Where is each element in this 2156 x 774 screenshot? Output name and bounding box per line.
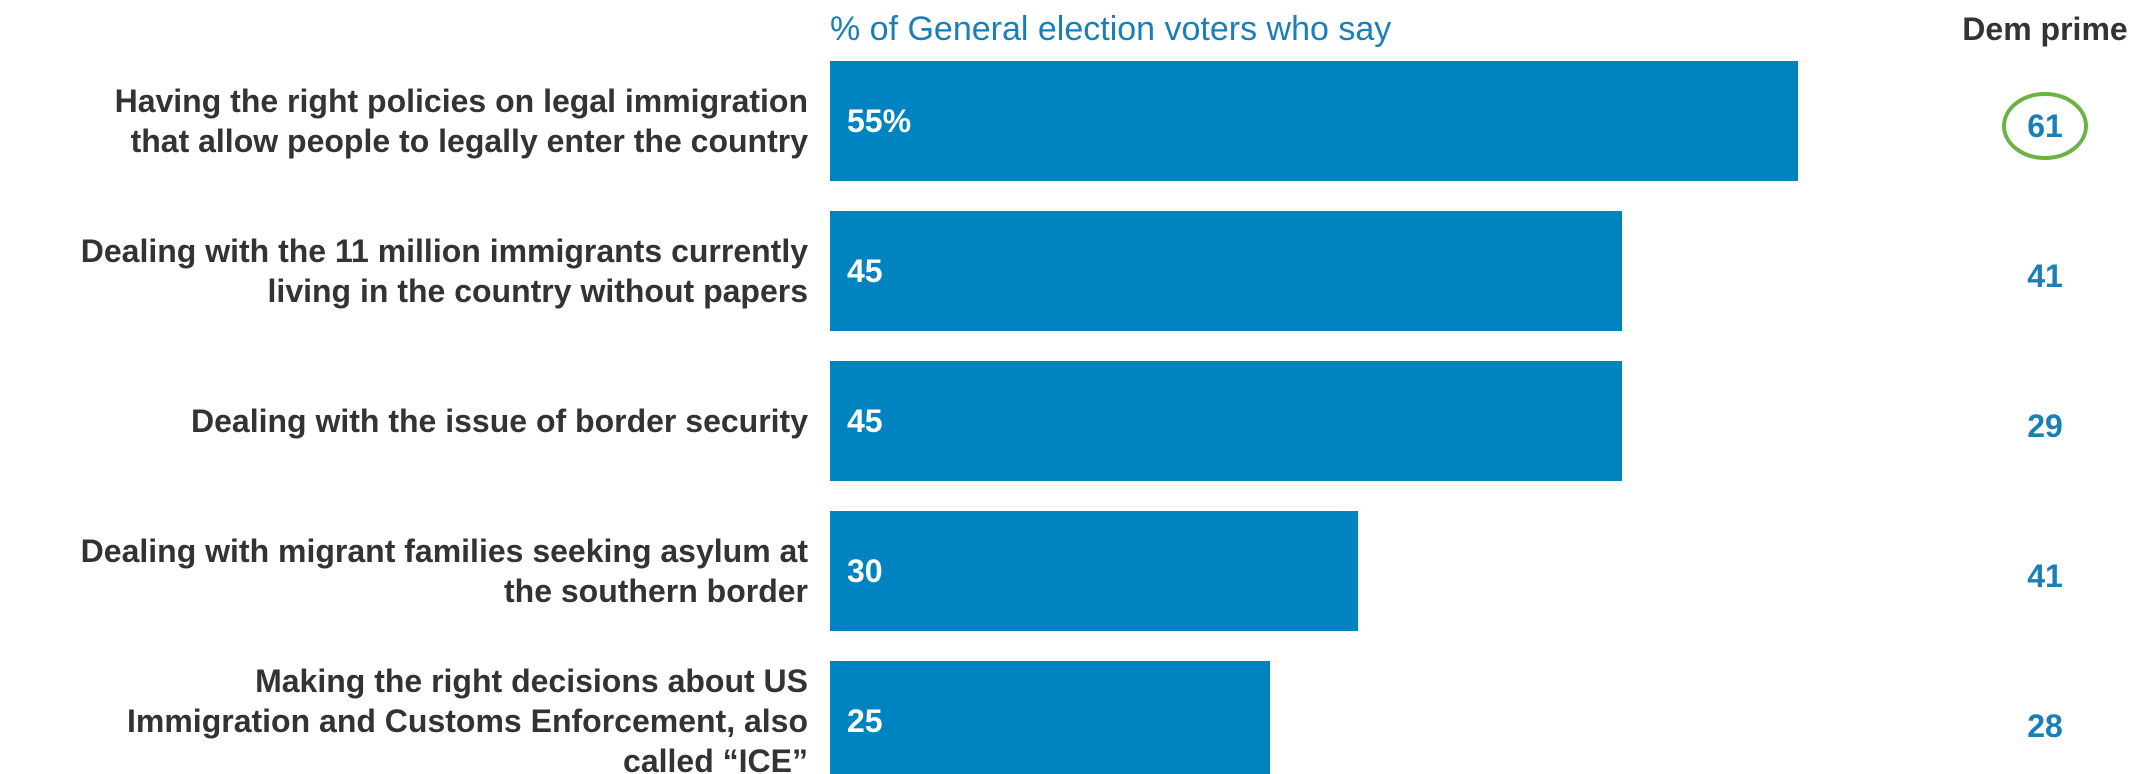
bar-value-label-5: 25: [847, 703, 883, 739]
bar-value-label-4: 30: [847, 553, 883, 589]
dem-prime-value-5: 28: [2027, 708, 2063, 744]
dem-prime-header: Dem prime: [1962, 11, 2127, 47]
category-label-line: Dealing with the issue of border securit…: [191, 403, 808, 439]
category-label-line: Dealing with migrant families seeking as…: [81, 533, 809, 569]
bar-value-label-1: 55%: [847, 103, 911, 139]
category-label-3: Dealing with the issue of border securit…: [191, 403, 808, 439]
bar-value-label-3: 45: [847, 403, 883, 439]
category-label-2: Dealing with the 11 million immigrants c…: [81, 233, 808, 309]
category-label-line: Making the right decisions about US: [255, 663, 808, 699]
bar-1: [830, 61, 1798, 181]
category-label-1: Having the right policies on legal immig…: [115, 83, 809, 159]
bar-2: [830, 211, 1622, 331]
dem-prime-value-4: 41: [2027, 558, 2063, 594]
bar-5: [830, 661, 1270, 774]
bar-4: [830, 511, 1358, 631]
dem-prime-value-2: 41: [2027, 258, 2063, 294]
bar-value-label-2: 45: [847, 253, 883, 289]
category-label-line: called “ICE”: [623, 743, 808, 774]
dem-prime-value-3: 29: [2027, 408, 2063, 444]
category-label-line: Immigration and Customs Enforcement, als…: [127, 703, 808, 739]
category-label-5: Making the right decisions about US Immig…: [127, 663, 808, 774]
category-label-line: Dealing with the 11 million immigrants c…: [81, 233, 808, 269]
highlight-circle: [2002, 92, 2088, 160]
chart-subtitle: % of General election voters who say: [830, 10, 1391, 48]
category-label-line: living in the country without papers: [268, 273, 808, 309]
category-label-4: Dealing with migrant families seeking as…: [81, 533, 809, 609]
category-label-line: Having the right policies on legal immig…: [115, 83, 808, 119]
chart-rows: 55% Having the right policies on legal im…: [81, 61, 2088, 774]
dem-prime-value-1: 61: [2027, 108, 2063, 144]
category-label-line: that allow people to legally enter the c…: [131, 123, 809, 159]
bar-3: [830, 361, 1622, 481]
category-label-line: the southern border: [504, 573, 808, 609]
